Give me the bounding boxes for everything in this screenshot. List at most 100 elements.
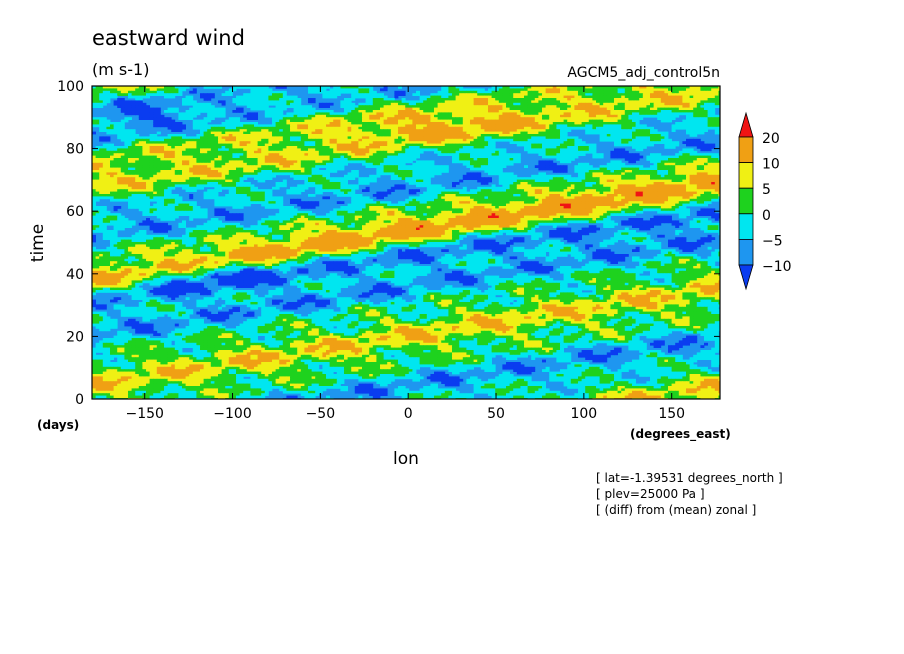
field-cell bbox=[333, 146, 338, 149]
field-cell bbox=[156, 160, 161, 164]
field-cell bbox=[599, 86, 604, 89]
field-cell bbox=[293, 148, 298, 152]
field-cell bbox=[340, 114, 345, 118]
field-cell bbox=[462, 107, 467, 111]
field-cell bbox=[354, 105, 359, 108]
field-cell bbox=[444, 148, 449, 152]
field-cell bbox=[156, 143, 161, 147]
field-cell bbox=[563, 114, 568, 118]
field-cell bbox=[203, 93, 208, 96]
field-cell bbox=[502, 122, 507, 125]
field-cell bbox=[664, 93, 669, 96]
field-cell bbox=[221, 138, 226, 142]
field-cell bbox=[95, 86, 100, 89]
field-cell bbox=[588, 124, 593, 128]
field-cell bbox=[664, 88, 669, 92]
field-cell bbox=[459, 86, 464, 89]
field-cell bbox=[138, 105, 143, 108]
field-cell bbox=[628, 143, 633, 147]
field-cell bbox=[275, 153, 280, 156]
field-cell bbox=[372, 153, 377, 156]
field-cell bbox=[549, 100, 554, 104]
field-cell bbox=[286, 131, 291, 135]
field-cell bbox=[632, 155, 636, 159]
field-cell bbox=[189, 110, 194, 113]
field-cell bbox=[99, 136, 104, 140]
field-cell bbox=[164, 148, 168, 152]
field-cell bbox=[275, 119, 280, 123]
field-cell bbox=[538, 126, 543, 130]
field-cell bbox=[423, 131, 428, 135]
field-cell bbox=[250, 90, 255, 94]
field-cell bbox=[117, 153, 122, 156]
field-cell bbox=[99, 150, 104, 154]
field-cell bbox=[218, 129, 222, 132]
field-cell bbox=[689, 143, 694, 147]
field-cell bbox=[660, 165, 665, 168]
field-cell bbox=[192, 122, 197, 125]
field-cell bbox=[300, 143, 305, 147]
field-cell bbox=[138, 114, 143, 118]
field-cell bbox=[581, 126, 586, 130]
field-cell bbox=[174, 107, 179, 111]
field-cell bbox=[369, 100, 374, 104]
field-cell bbox=[473, 160, 478, 164]
field-cell bbox=[477, 124, 482, 128]
field-cell bbox=[459, 158, 464, 161]
field-cell bbox=[491, 162, 496, 166]
field-cell bbox=[106, 122, 111, 125]
field-cell bbox=[635, 114, 640, 118]
field-cell bbox=[549, 98, 554, 101]
field-cell bbox=[520, 88, 525, 92]
field-cell bbox=[455, 131, 460, 135]
field-cell bbox=[700, 124, 705, 128]
field-cell bbox=[650, 129, 654, 132]
field-cell bbox=[419, 165, 424, 168]
field-cell bbox=[275, 126, 280, 130]
field-cell bbox=[707, 119, 712, 123]
field-cell bbox=[570, 146, 575, 149]
field-cell bbox=[545, 110, 550, 113]
field-cell bbox=[261, 134, 266, 137]
field-cell bbox=[178, 162, 183, 166]
field-cell bbox=[563, 100, 568, 104]
field-cell bbox=[520, 141, 525, 144]
field-cell bbox=[239, 160, 244, 164]
field-cell bbox=[581, 146, 586, 149]
field-cell bbox=[509, 160, 514, 164]
field-cell bbox=[477, 102, 482, 106]
field-cell bbox=[171, 160, 176, 164]
field-cell bbox=[279, 153, 284, 156]
field-cell bbox=[380, 136, 384, 140]
field-cell bbox=[250, 138, 255, 142]
field-cell bbox=[592, 119, 597, 123]
field-cell bbox=[660, 86, 665, 89]
field-cell bbox=[657, 86, 662, 89]
field-cell bbox=[146, 107, 150, 111]
field-cell bbox=[182, 153, 186, 156]
field-cell bbox=[646, 126, 651, 130]
field-cell bbox=[657, 114, 662, 118]
field-cell bbox=[164, 165, 168, 168]
field-cell bbox=[552, 148, 557, 152]
field-cell bbox=[383, 134, 388, 137]
field-cell bbox=[524, 86, 528, 89]
field-cell bbox=[531, 98, 536, 101]
field-cell bbox=[495, 126, 500, 130]
field-cell bbox=[401, 100, 406, 104]
field-cell bbox=[574, 150, 579, 154]
field-cell bbox=[293, 131, 298, 135]
field-cell bbox=[138, 167, 143, 171]
field-cell bbox=[588, 90, 593, 94]
field-cell bbox=[549, 105, 554, 108]
field-cell bbox=[351, 105, 356, 108]
field-cell bbox=[714, 131, 719, 135]
field-cell bbox=[470, 150, 474, 154]
field-cell bbox=[300, 153, 305, 156]
field-cell bbox=[466, 98, 471, 101]
field-cell bbox=[412, 162, 417, 166]
field-cell bbox=[437, 165, 442, 168]
field-cell bbox=[455, 134, 460, 137]
field-cell bbox=[488, 160, 492, 164]
field-cell bbox=[106, 95, 111, 99]
